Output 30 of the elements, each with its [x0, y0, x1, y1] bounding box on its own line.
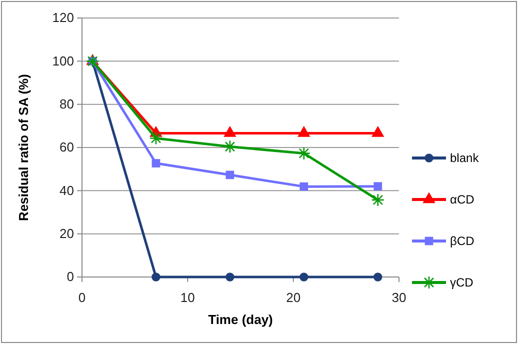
- point: [371, 193, 385, 207]
- point: [152, 272, 160, 282]
- point: [152, 159, 160, 168]
- x-tick-label: 10: [180, 290, 195, 305]
- y-tick-label: 40: [60, 182, 74, 198]
- point: [300, 182, 308, 191]
- y-tick-label: 80: [60, 96, 74, 112]
- y-tick-label: 20: [60, 226, 74, 241]
- point: [297, 146, 311, 160]
- x-tick-label: 20: [286, 290, 301, 305]
- point: [86, 54, 100, 68]
- point: [374, 182, 382, 191]
- legend-label: βCD: [450, 234, 475, 248]
- legend-label: αCD: [450, 192, 475, 206]
- y-tick-label: 100: [52, 53, 74, 68]
- y-tick-label: 120: [52, 10, 74, 26]
- legend-label: γCD: [450, 276, 474, 290]
- point: [373, 272, 382, 282]
- point: [226, 170, 234, 180]
- y-tick-label: 60: [60, 140, 74, 155]
- point: [226, 272, 234, 282]
- x-axis-title: Time (day): [208, 312, 273, 327]
- x-tick-label: 30: [392, 290, 406, 305]
- point: [300, 272, 308, 282]
- point: [149, 132, 163, 145]
- y-tick-label: 0: [66, 269, 74, 284]
- legend-label: blank: [450, 151, 480, 165]
- y-axis-title: Residual ratio of SA (%): [16, 74, 31, 221]
- point: [223, 140, 237, 154]
- x-tick-label: 0: [78, 290, 86, 305]
